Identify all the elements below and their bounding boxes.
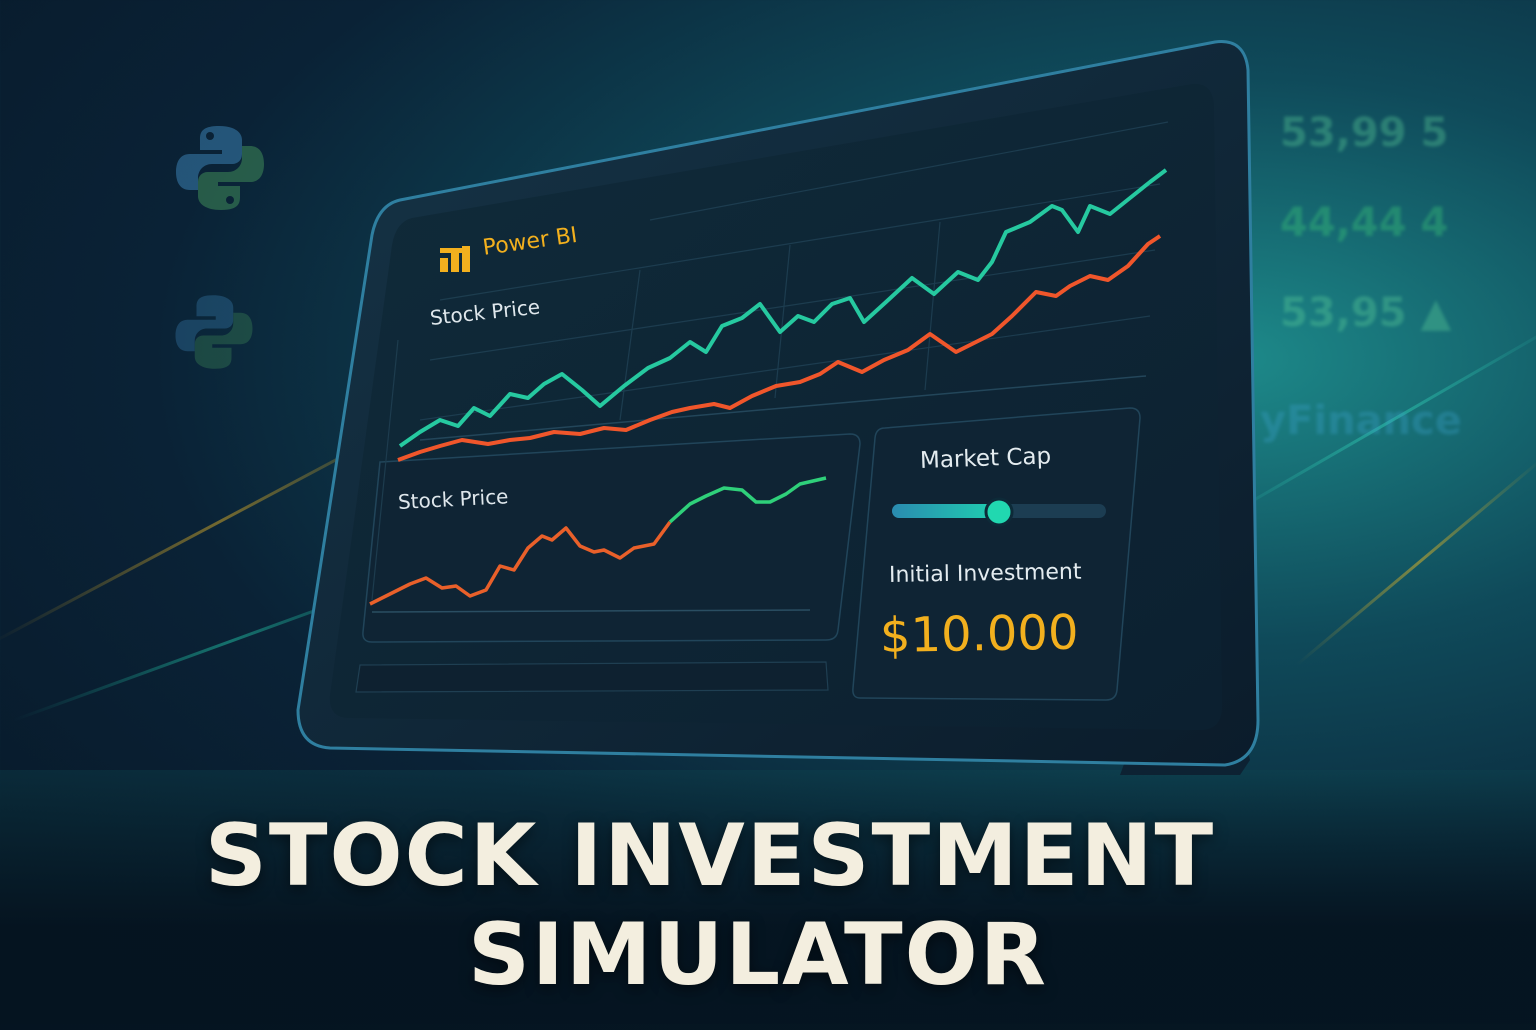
bottom-chart-series (369, 520, 672, 606)
top-chart-red-series (397, 234, 1162, 462)
python-logo-icon (175, 295, 253, 369)
slider-knob (984, 497, 1014, 527)
background-ticker: yFinance (1260, 398, 1462, 444)
background-ticker: 44,44 4 (1280, 200, 1449, 246)
floor-glow (0, 770, 1536, 1030)
background-ticker: 53,99 5 (1280, 110, 1449, 156)
market-cap-label: Market Cap (919, 443, 1052, 474)
page-title-line-2: SIMULATOR (467, 905, 1049, 1005)
market-cap-slider[interactable] (888, 496, 1110, 528)
initial-investment-label: Initial Investment (888, 559, 1082, 588)
python-logo-icon (176, 126, 264, 210)
initial-investment-value: $10.000 (879, 604, 1079, 664)
bottom-chart-series (668, 476, 827, 524)
power-bi-icon (440, 246, 470, 272)
top-chart-green-series (398, 168, 1168, 448)
slider-fill (892, 504, 999, 518)
chart-gridlines (419, 121, 1169, 421)
page-title-line-1: STOCK INVESTMENT (204, 806, 1216, 906)
background-ticker: 53,95 ▲ (1280, 290, 1452, 336)
